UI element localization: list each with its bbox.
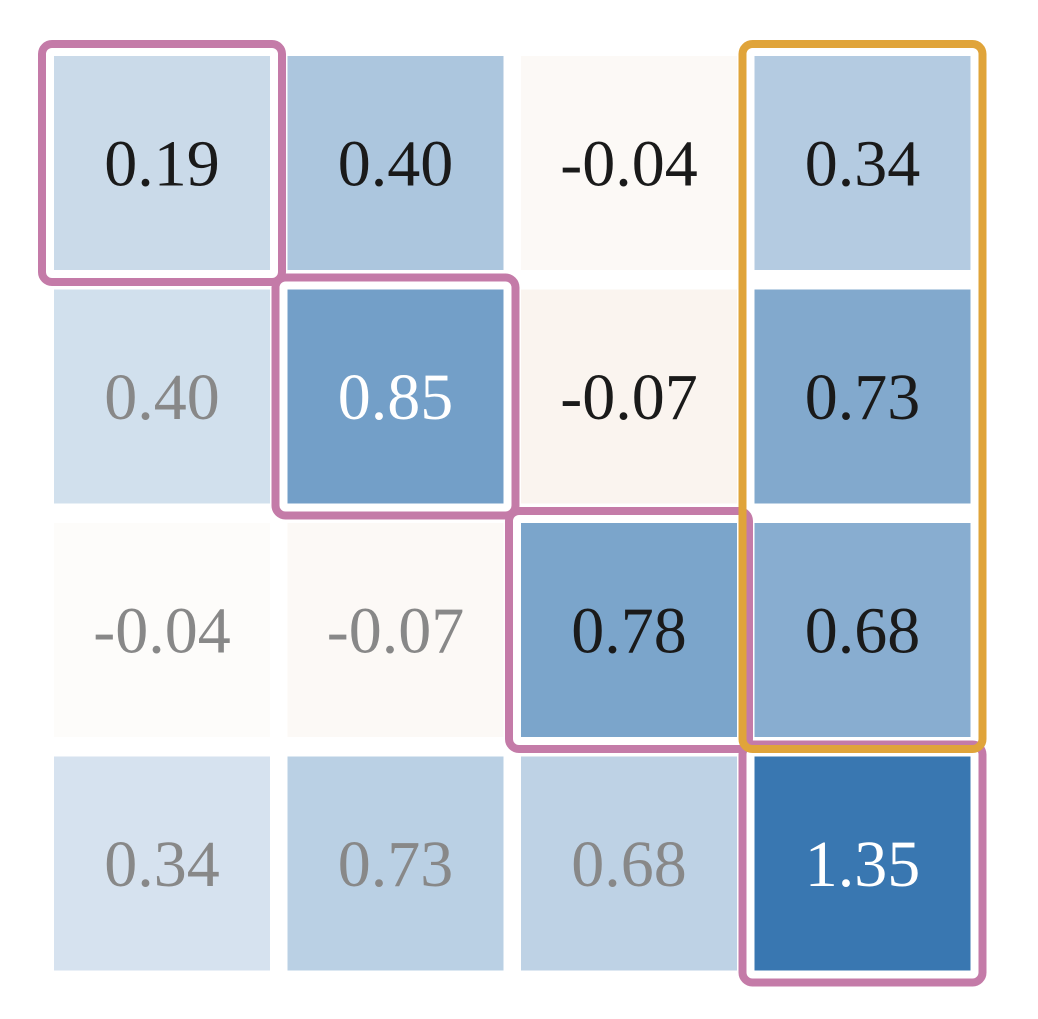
diagonal-highlight-box-3: [738, 740, 987, 987]
heatmap-highlights: [38, 40, 987, 987]
heatmap-cell-label: -0.04: [93, 594, 230, 667]
heatmap-cell-r2-c2: 0.78: [521, 523, 737, 737]
heatmap-cell-r3-c1: 0.73: [287, 756, 504, 971]
heatmap-cell-rect: [287, 523, 504, 737]
heatmap-cell-r0-c0: 0.19: [54, 56, 270, 270]
heatmap-cell-label: 0.68: [571, 828, 687, 901]
heatmap-cell-rect: [754, 756, 971, 971]
heatmap-cell-label: 0.85: [338, 361, 454, 434]
heatmap-cell-rect: [54, 523, 270, 737]
heatmap-cell-rect: [54, 289, 270, 504]
heatmap-cell-r1-c2: -0.07: [521, 289, 737, 504]
heatmap-cell-label: -0.07: [560, 361, 697, 434]
heatmap-cell-label: 0.40: [104, 361, 220, 434]
heatmap-cell-r0-c1: 0.40: [287, 56, 504, 270]
column-highlight-box: [738, 40, 987, 753]
heatmap-cell-label: 0.73: [805, 361, 921, 434]
heatmap-cell-label: 0.78: [571, 594, 687, 667]
heatmap-cell-rect: [54, 56, 270, 270]
heatmap-cell-rect: [754, 56, 971, 270]
heatmap-cell-r0-c3: 0.34: [754, 56, 971, 270]
heatmap-cell-rect: [287, 289, 504, 504]
heatmap-cell-r1-c1: 0.85: [287, 289, 504, 504]
heatmap-cell-label: -0.07: [327, 594, 464, 667]
heatmap-cell-rect: [754, 523, 971, 737]
diagonal-highlight-box-0: [38, 40, 286, 286]
heatmap-cell-rect: [521, 56, 737, 270]
heatmap-cell-rect: [521, 756, 737, 971]
heatmap-cell-r1-c0: 0.40: [54, 289, 270, 504]
heatmap-cell-r0-c2: -0.04: [521, 56, 737, 270]
heatmap-cell-rect: [287, 756, 504, 971]
heatmap-cell-r3-c2: 0.68: [521, 756, 737, 971]
heatmap-cell-rect: [754, 289, 971, 504]
heatmap-cell-label: 0.40: [338, 127, 454, 200]
heatmap-cell-label: 0.73: [338, 828, 454, 901]
heatmap-cell-rect: [521, 523, 737, 737]
heatmap-cell-r2-c3: 0.68: [754, 523, 971, 737]
heatmap-cell-label: 0.34: [805, 127, 921, 200]
diagonal-highlight-box-1: [271, 273, 520, 520]
heatmap-cell-rect: [521, 289, 737, 504]
heatmap-cell-label: 0.19: [104, 127, 220, 200]
heatmap-cells: 0.19 0.40 -0.04 0.34 0.40 0.85 -0.07 0.73 -0.04 -…: [54, 56, 971, 971]
heatmap-cell-r2-c1: -0.07: [287, 523, 504, 737]
heatmap-cell-r1-c3: 0.73: [754, 289, 971, 504]
heatmap-cell-label: 1.35: [805, 828, 921, 901]
heatmap-cell-label: 0.34: [104, 828, 220, 901]
diagonal-highlight-box-2: [505, 507, 753, 753]
heatmap-cell-label: 0.68: [805, 594, 921, 667]
heatmap-cell-rect: [54, 756, 270, 971]
heatmap-cell-label: -0.04: [560, 127, 697, 200]
heatmap-cell-rect: [287, 56, 504, 270]
heatmap-cell-r3-c0: 0.34: [54, 756, 270, 971]
heatmap-cell-r2-c0: -0.04: [54, 523, 270, 737]
heatmap-cell-r3-c3: 1.35: [754, 756, 971, 971]
